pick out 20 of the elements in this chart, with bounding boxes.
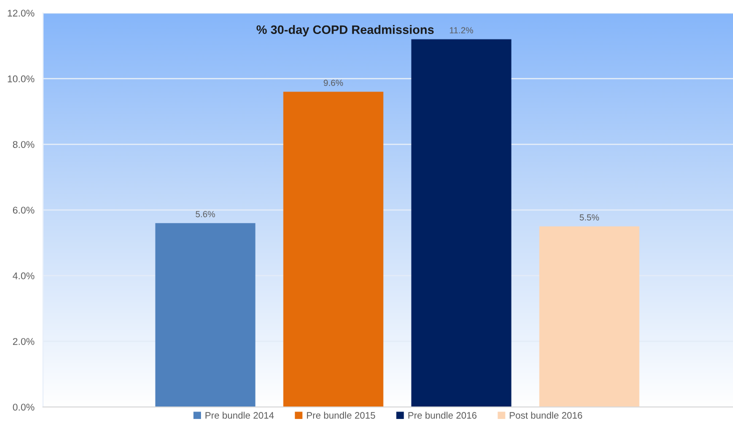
legend-label: Pre bundle 2014	[206, 412, 274, 419]
bar	[283, 92, 384, 407]
y-tick-label: 0.0%	[12, 404, 34, 411]
data-label: 11.2%	[450, 27, 474, 34]
legend-label: Post bundle 2016	[510, 412, 582, 419]
legend-label: Pre bundle 2016	[408, 412, 477, 419]
y-tick-label: 2.0%	[12, 338, 34, 345]
data-label: 5.5%	[580, 214, 599, 221]
y-tick-label: 4.0%	[12, 272, 34, 280]
y-tick-label: 8.0%	[12, 141, 34, 148]
bar	[155, 223, 256, 407]
legend-label: Pre bundle 2015	[306, 412, 376, 419]
y-tick-label: 10.0%	[8, 75, 34, 82]
bar	[411, 39, 512, 407]
data-label: 5.6%	[196, 211, 215, 218]
text: % 30-day COPD Readmissions	[256, 25, 434, 36]
y-tick-label: 6.0%	[13, 206, 34, 214]
bar	[539, 226, 640, 407]
data-label: 9.6%	[324, 80, 343, 86]
y-tick-label: 12.0%	[8, 10, 34, 17]
